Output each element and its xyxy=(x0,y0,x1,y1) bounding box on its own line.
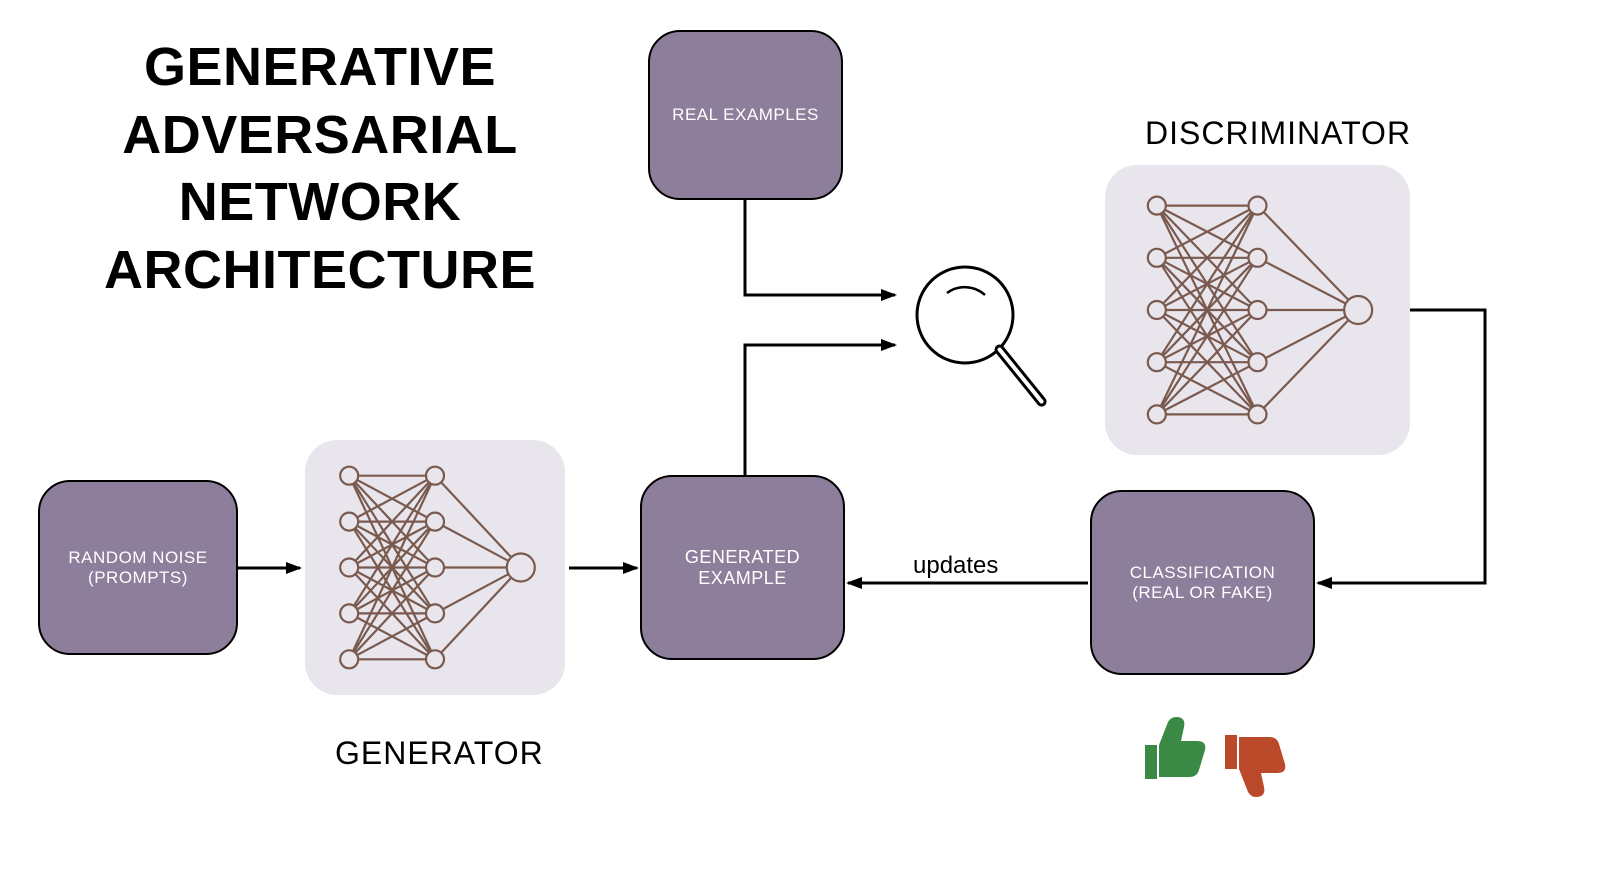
node-random-noise-label: RANDOM NOISE (PROMPTS) xyxy=(40,548,236,588)
generator-caption: GENERATOR xyxy=(335,735,544,772)
edge xyxy=(745,345,895,475)
title-line: NETWORK xyxy=(70,169,570,237)
edge-label-updates: updates xyxy=(913,552,998,580)
magnifier-icon xyxy=(917,267,1042,402)
node-real-examples: REAL EXAMPLES xyxy=(648,30,843,200)
node-real-examples-label: REAL EXAMPLES xyxy=(660,105,831,125)
title-line: ARCHITECTURE xyxy=(70,237,570,305)
generator-network-panel xyxy=(305,440,565,695)
thumbs-down-icon xyxy=(1225,735,1285,797)
discriminator-network-panel xyxy=(1105,165,1410,455)
title-line: GENERATIVE xyxy=(70,34,570,102)
node-classification: CLASSIFICATION (REAL OR FAKE) xyxy=(1090,490,1315,675)
node-classification-label: CLASSIFICATION (REAL OR FAKE) xyxy=(1092,563,1313,603)
node-generated-example-label: GENERATED EXAMPLE xyxy=(642,547,843,589)
thumbs-up-icon xyxy=(1145,717,1205,779)
discriminator-caption: DISCRIMINATOR xyxy=(1145,115,1411,152)
node-generated-example: GENERATED EXAMPLE xyxy=(640,475,845,660)
node-random-noise: RANDOM NOISE (PROMPTS) xyxy=(38,480,238,655)
edge xyxy=(745,200,895,295)
diagram-title: GENERATIVEADVERSARIALNETWORKARCHITECTURE xyxy=(70,34,570,304)
title-line: ADVERSARIAL xyxy=(70,102,570,170)
